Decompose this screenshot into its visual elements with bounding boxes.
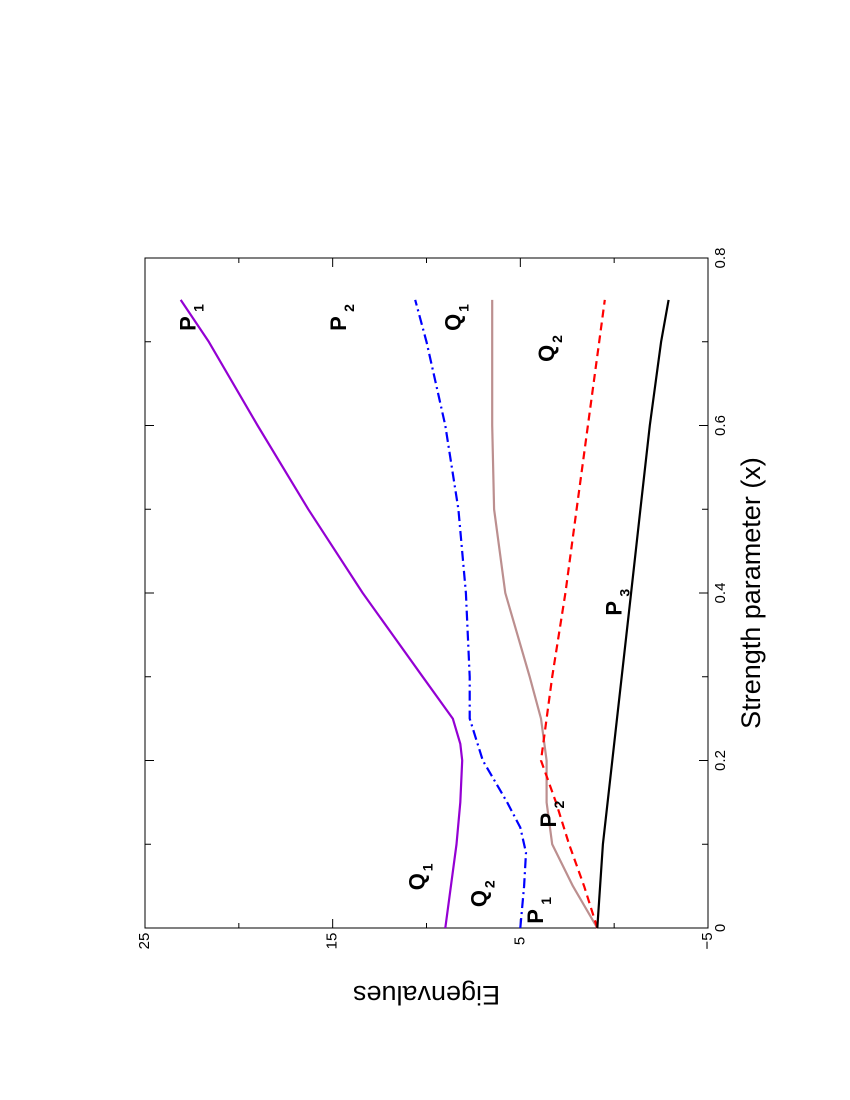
x-tick-label: 0: [712, 924, 729, 932]
curve-label-subscript: 2: [549, 335, 565, 343]
x-tick-label: 0.4: [712, 583, 729, 604]
curve-label-subscript: 2: [482, 880, 498, 888]
x-tick-label: 0.6: [712, 415, 729, 436]
curve-label: P1: [523, 897, 554, 924]
series-group: [179, 299, 670, 929]
curve-label: Q1: [405, 863, 436, 890]
y-tick-label: 5: [511, 937, 528, 945]
tick-labels: 0 0.2 0.4 0.6 0.8 25 15 5 −5: [136, 248, 729, 950]
curve-label-letter: Q: [467, 890, 492, 907]
curve-label: Q1: [440, 304, 471, 331]
curve-label-letter: Q: [534, 345, 559, 362]
curve-label: Q2: [467, 880, 498, 907]
y-tick-label: 25: [136, 933, 153, 950]
series-line-5: [596, 299, 670, 929]
curve-label: P2: [326, 304, 357, 331]
curve-label: P1: [176, 304, 207, 331]
curve-label-letter: P: [176, 316, 201, 331]
y-axis-title: Eigenvalues: [353, 980, 500, 1010]
curve-label-letter: Q: [405, 873, 430, 890]
curve-label: P2: [536, 801, 567, 828]
y-tick-label: 15: [324, 933, 341, 950]
y-tick-label: −5: [699, 932, 716, 949]
curve-label-letter: P: [326, 316, 351, 331]
series-line-2: [414, 299, 528, 929]
curve-label: P3: [602, 589, 633, 616]
curve-label-subscript: 2: [341, 304, 357, 312]
curve-label-letter: P: [523, 909, 548, 924]
curve-label-subscript: 2: [551, 801, 567, 809]
curve-label-letter: P: [536, 813, 561, 828]
x-axis-title: Strength parameter (x): [736, 457, 766, 729]
x-tick-label: 0.2: [712, 750, 729, 771]
curve-label: Q2: [534, 335, 565, 362]
curve-label-subscript: 1: [420, 863, 436, 871]
curve-label-subscript: 3: [617, 589, 633, 597]
x-tick-label: 0.8: [712, 248, 729, 269]
series-line-1: [179, 299, 464, 929]
curve-label-subscript: 1: [455, 304, 471, 312]
curve-label-subscript: 1: [538, 897, 554, 905]
curve-label-letter: P: [602, 601, 627, 616]
curve-label-subscript: 1: [191, 304, 207, 312]
series-line-3: [491, 299, 599, 929]
series-line-4: [539, 299, 606, 929]
curve-label-letter: Q: [440, 314, 465, 331]
